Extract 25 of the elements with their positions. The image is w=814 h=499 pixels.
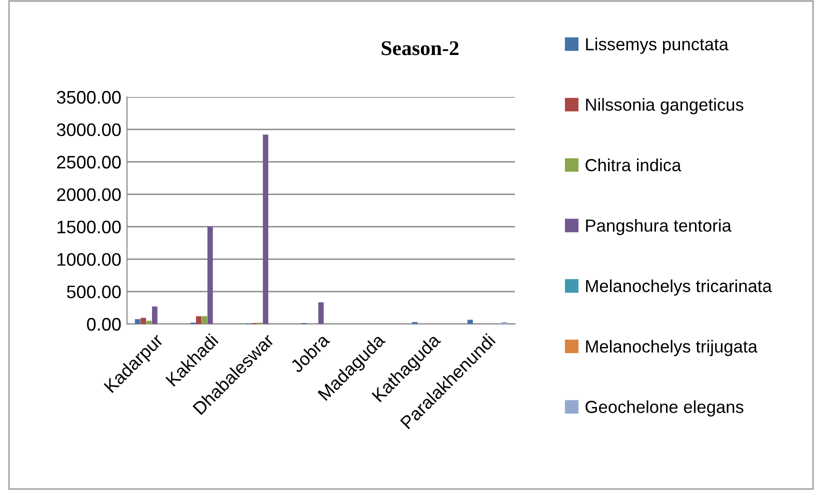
y-tick-label: 2500.00	[57, 156, 121, 169]
legend-label: Chitra indica	[586, 158, 682, 172]
bar	[318, 302, 324, 324]
legend-label: Nilssonia gangeticus	[586, 98, 744, 114]
bar	[140, 318, 146, 324]
bar	[202, 316, 208, 324]
y-tick-label: 500.00	[66, 286, 121, 298]
bar	[467, 320, 473, 324]
y-tick-label: 1500.00	[58, 220, 121, 234]
y-tick-label: 1000.00	[58, 253, 121, 266]
legend-label: Geochelone elegans	[586, 400, 744, 417]
y-tick-label: 3000.00	[56, 123, 121, 136]
legend-label: Melanochelys tricarinata	[586, 279, 772, 296]
bar	[207, 226, 213, 324]
bar	[196, 316, 202, 324]
bar	[134, 319, 140, 324]
bar	[262, 134, 268, 324]
y-tick-label: 2000.00	[57, 188, 121, 202]
bar	[152, 306, 158, 324]
legend-label: Melanochelys trijugata	[586, 340, 758, 356]
y-tick-label: 0.00	[87, 318, 121, 331]
chart-title: Season-2	[382, 41, 458, 56]
legend-label: Pangshura tentoria	[586, 218, 732, 236]
legend-label: Lissemys punctata	[586, 38, 728, 54]
y-tick-label: 3500.00	[56, 90, 121, 104]
